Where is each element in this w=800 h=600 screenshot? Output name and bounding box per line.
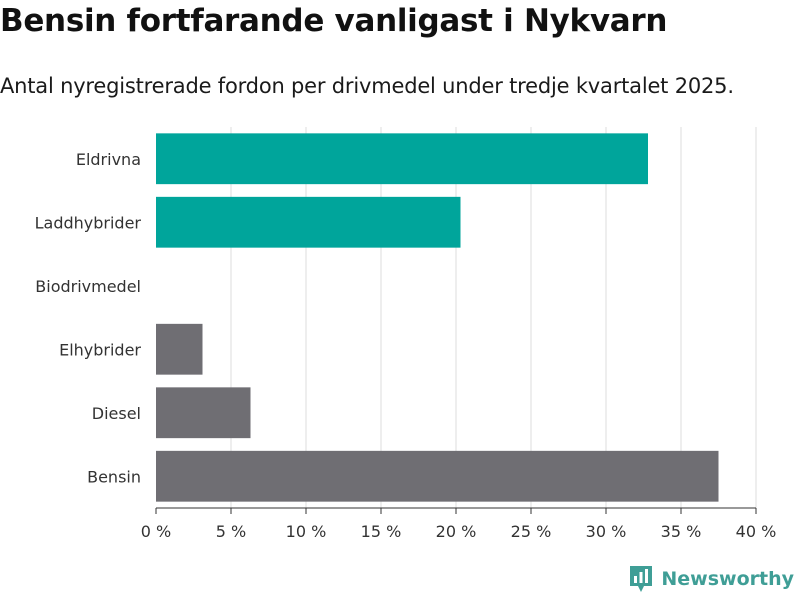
- x-tick-label: 0 %: [141, 522, 171, 541]
- category-labels: Eldrivna Laddhybrider Biodrivmedel Elhybrid…: [35, 150, 142, 487]
- bar-laddhybrider: [156, 196, 461, 248]
- newsworthy-logo-icon: [630, 566, 653, 592]
- x-tick-label: 10 %: [286, 522, 327, 541]
- bar-elhybrider: [156, 323, 203, 375]
- x-axis: 0 % 5 % 10 % 15 % 20 % 25 % 30 % 35 % 40 %: [141, 507, 777, 541]
- x-tick-label: 25 %: [511, 522, 552, 541]
- x-tick-label: 30 %: [586, 522, 627, 541]
- bar-bensin: [156, 450, 719, 502]
- bar-eldrivna: [156, 133, 648, 185]
- x-tick-label: 5 %: [216, 522, 246, 541]
- category-label-eldrivna: Eldrivna: [76, 150, 141, 169]
- x-tick-label: 15 %: [361, 522, 402, 541]
- x-tick-label: 20 %: [436, 522, 477, 541]
- bar-diesel: [156, 387, 251, 439]
- gridlines: [230, 127, 757, 508]
- bars: [156, 133, 719, 502]
- x-tick-label: 40 %: [736, 522, 777, 541]
- chart-subtitle: Antal nyregistrerade fordon per drivmede…: [0, 74, 734, 98]
- category-label-laddhybrider: Laddhybrider: [35, 213, 142, 232]
- category-label-elhybrider: Elhybrider: [59, 340, 141, 359]
- brand-name: Newsworthy: [661, 568, 794, 590]
- category-label-bensin: Bensin: [87, 467, 141, 486]
- newsworthy-logo: Newsworthy: [628, 564, 794, 594]
- x-tick-label: 35 %: [661, 522, 702, 541]
- chart-title: Bensin fortfarande vanligast i Nykvarn: [0, 3, 668, 39]
- category-label-diesel: Diesel: [92, 404, 141, 423]
- category-label-biodrivmedel: Biodrivmedel: [35, 277, 141, 296]
